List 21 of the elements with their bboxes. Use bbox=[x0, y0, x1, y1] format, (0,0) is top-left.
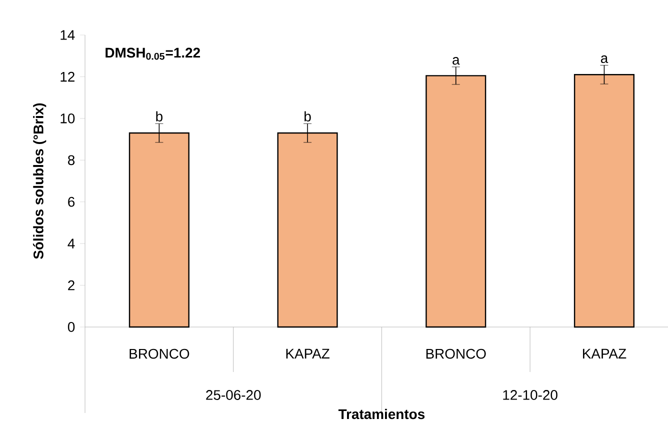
y-tick-label: 2 bbox=[68, 280, 74, 290]
y-tick-label: 10 bbox=[60, 113, 75, 124]
x-axis-title: Tratamientos bbox=[338, 408, 425, 420]
x-tick-label: BRONCO bbox=[130, 348, 190, 359]
x-tick-label: KAPAZ bbox=[583, 348, 626, 358]
text: 12-10-20 bbox=[503, 390, 558, 400]
x-tick-label: BRONCO bbox=[426, 348, 486, 359]
y-tick-label: 8 bbox=[68, 155, 75, 166]
y-tick-label: 12 bbox=[60, 72, 74, 82]
y-tick-label: 4 bbox=[68, 238, 75, 248]
annotation: DMSH$_{0.05}$=1.22 bbox=[106, 48, 200, 60]
annotation: a bbox=[452, 57, 460, 65]
annotation: b bbox=[156, 111, 162, 122]
y-tick-label: 0 bbox=[68, 322, 75, 332]
x-tick-label: KAPAZ bbox=[286, 348, 330, 358]
annotation: a bbox=[600, 55, 608, 64]
y-axis-title: Sólidos solubles (°Brix) bbox=[33, 103, 46, 259]
annotation: b bbox=[304, 111, 311, 122]
text: 25-06-20 bbox=[206, 390, 261, 400]
y-tick-label: 6 bbox=[68, 196, 75, 207]
y-tick-label: 14 bbox=[60, 30, 75, 40]
